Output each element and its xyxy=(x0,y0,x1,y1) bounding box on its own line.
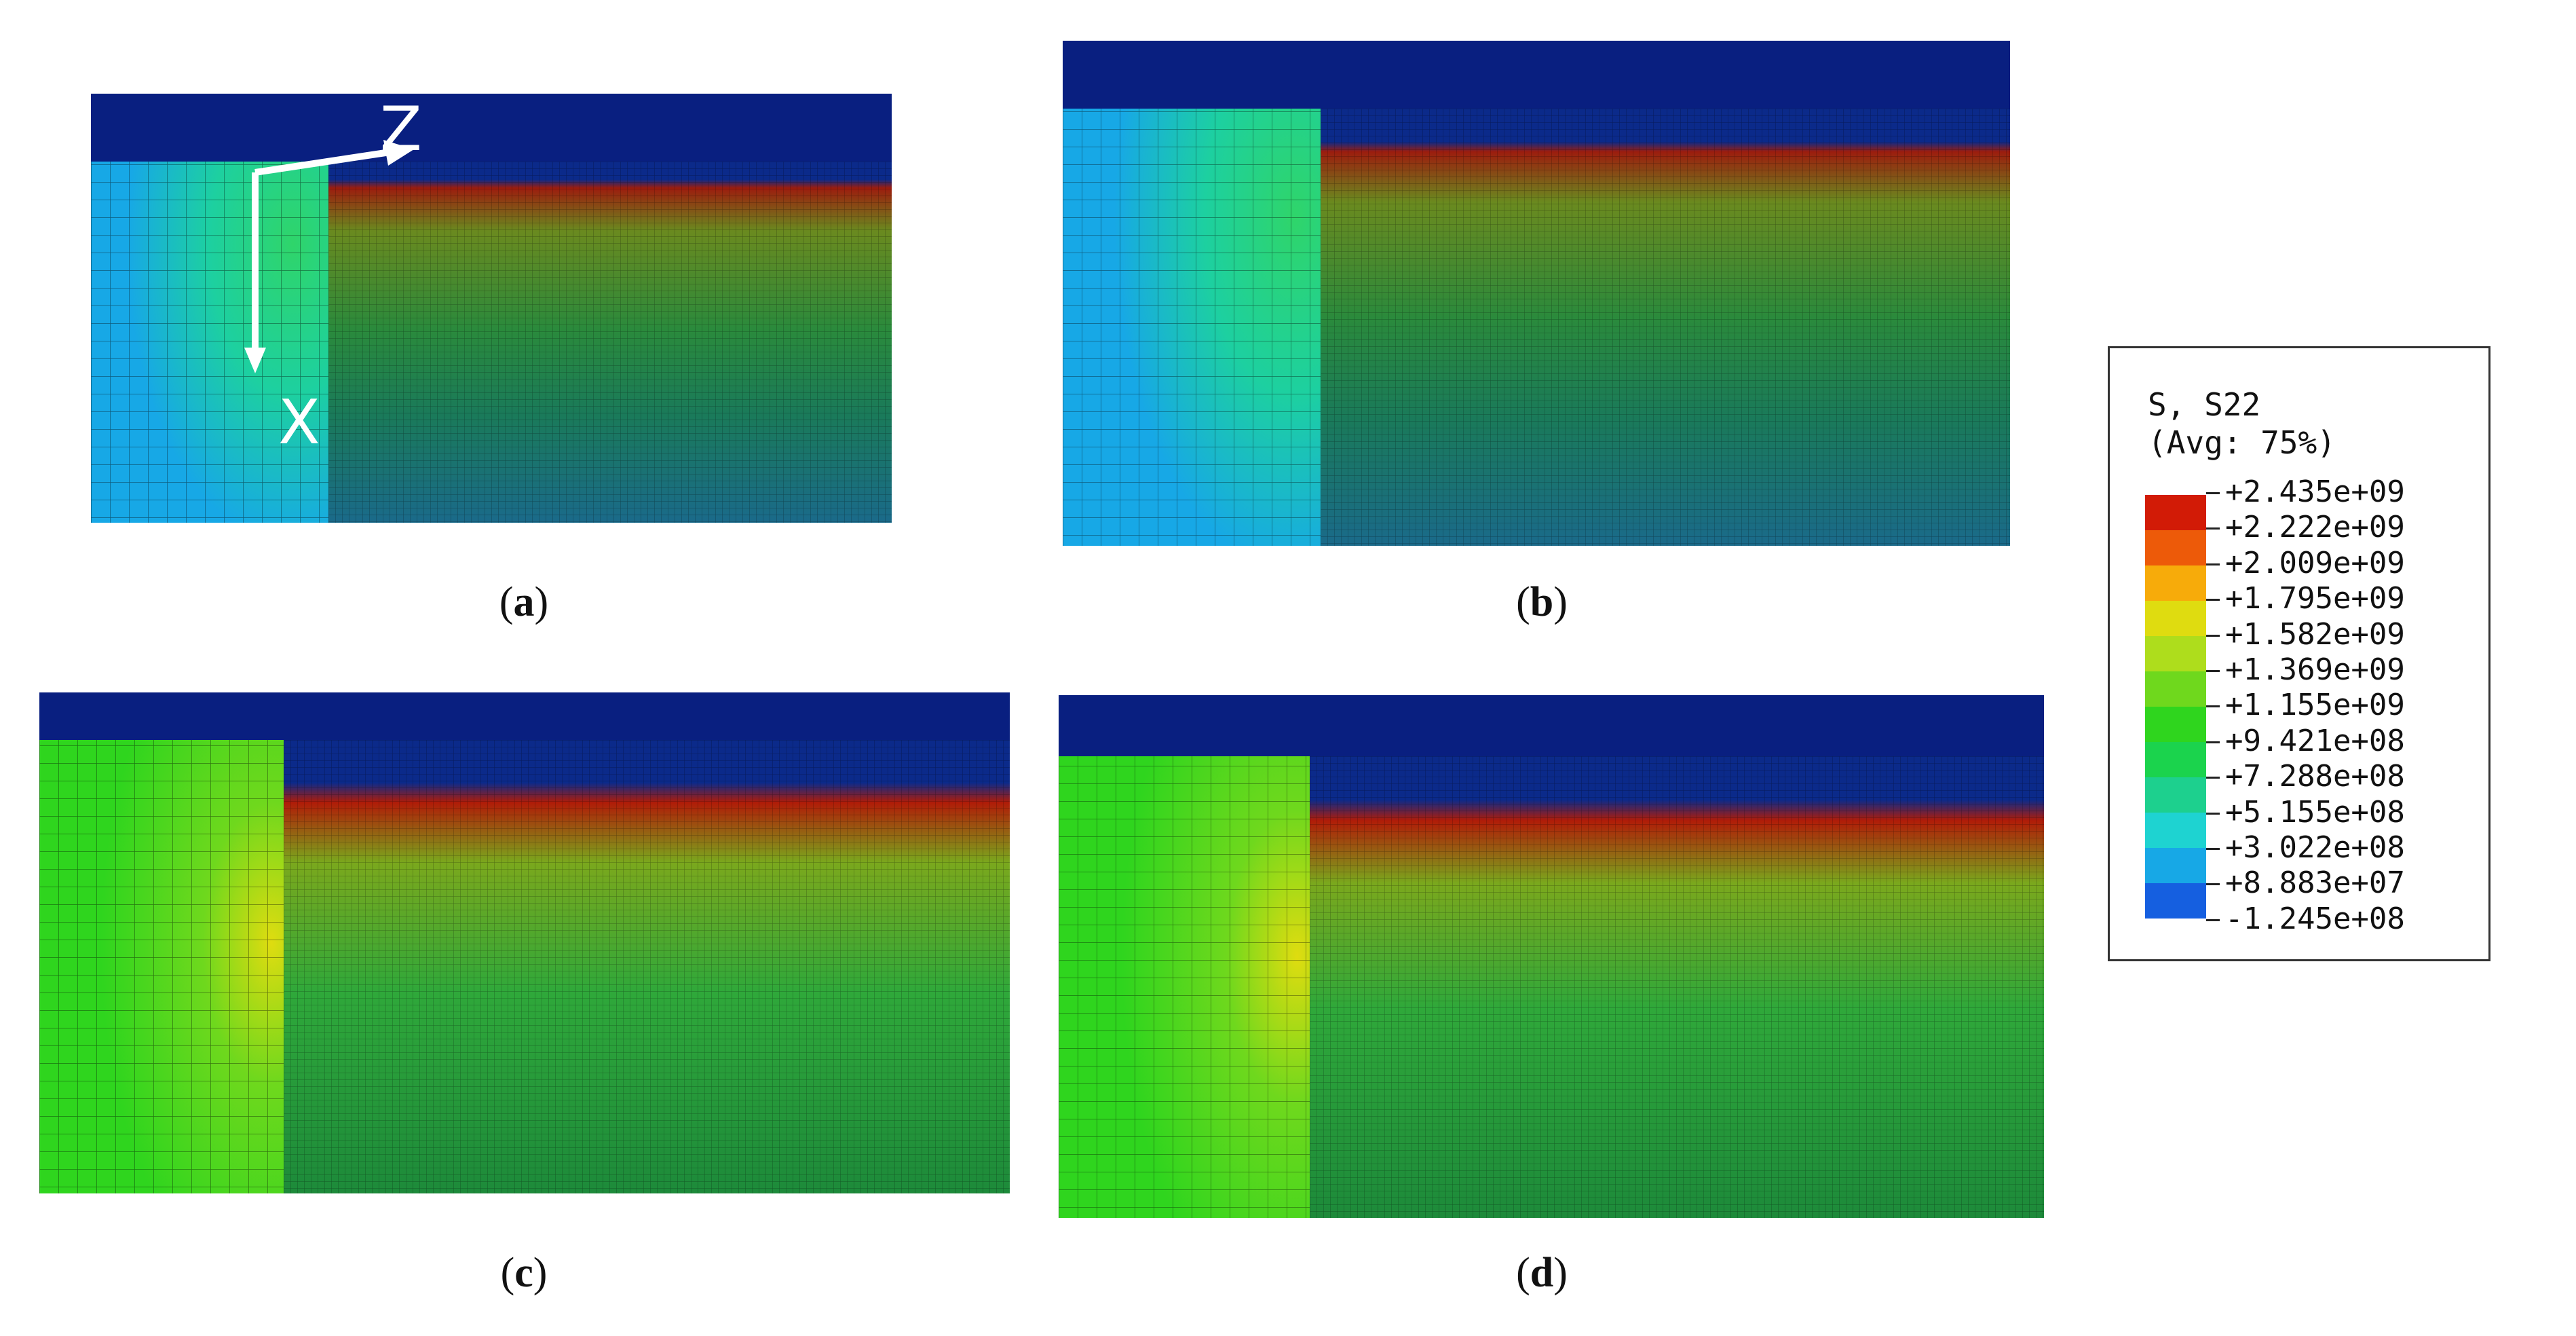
legend-swatch xyxy=(2145,671,2206,707)
legend-title: S, S22 xyxy=(2148,386,2261,423)
legend-value-label: +2.222e+09 xyxy=(2206,510,2405,545)
legend-color-bar xyxy=(2145,495,2206,918)
legend-value-label: +8.883e+07 xyxy=(2206,866,2405,901)
legend-swatch xyxy=(2145,601,2206,636)
legend-value-label: +2.009e+09 xyxy=(2206,545,2405,580)
legend-swatch xyxy=(2145,707,2206,742)
caption-b: (b) xyxy=(1516,579,1568,625)
legend-swatch xyxy=(2145,530,2206,565)
legend-value-label: +1.582e+09 xyxy=(2206,616,2405,652)
caption-a: (a) xyxy=(499,579,549,625)
legend-swatch xyxy=(2145,813,2206,848)
legend-swatch xyxy=(2145,565,2206,601)
panel-a xyxy=(91,94,892,523)
color-legend: S, S22 (Avg: 75%) +2.435e+09 +2.222e+09 +2… xyxy=(2108,346,2490,961)
legend-value-label: +3.022e+08 xyxy=(2206,830,2405,865)
legend-swatch xyxy=(2145,777,2206,813)
caption-d: (d) xyxy=(1516,1250,1568,1296)
legend-value-label: +1.795e+09 xyxy=(2206,581,2405,616)
panel-c xyxy=(39,692,1010,1193)
legend-swatch xyxy=(2145,883,2206,918)
legend-value-label: +5.155e+08 xyxy=(2206,794,2405,830)
legend-value-label: +1.369e+09 xyxy=(2206,652,2405,687)
axis-arrows xyxy=(244,140,414,373)
panel-d xyxy=(1059,695,2044,1218)
legend-swatch xyxy=(2145,495,2206,530)
legend-value-label: +7.288e+08 xyxy=(2206,759,2405,794)
legend-value-label: +2.435e+09 xyxy=(2206,475,2405,509)
legend-swatch xyxy=(2145,848,2206,883)
legend-value-label: +1.155e+09 xyxy=(2206,688,2405,723)
axis-label-x: X xyxy=(278,387,320,458)
legend-value-label: +9.421e+08 xyxy=(2206,723,2405,758)
legend-value-label: -1.245e+08 xyxy=(2206,901,2405,936)
panel-b xyxy=(1063,41,2010,546)
legend-swatch xyxy=(2145,742,2206,777)
caption-c: (c) xyxy=(500,1250,548,1296)
legend-swatch xyxy=(2145,636,2206,671)
legend-value-labels: +2.435e+09 +2.222e+09 +2.009e+09 +1.795e+09… xyxy=(2206,475,2405,937)
legend-subtitle: (Avg: 75%) xyxy=(2148,424,2336,461)
